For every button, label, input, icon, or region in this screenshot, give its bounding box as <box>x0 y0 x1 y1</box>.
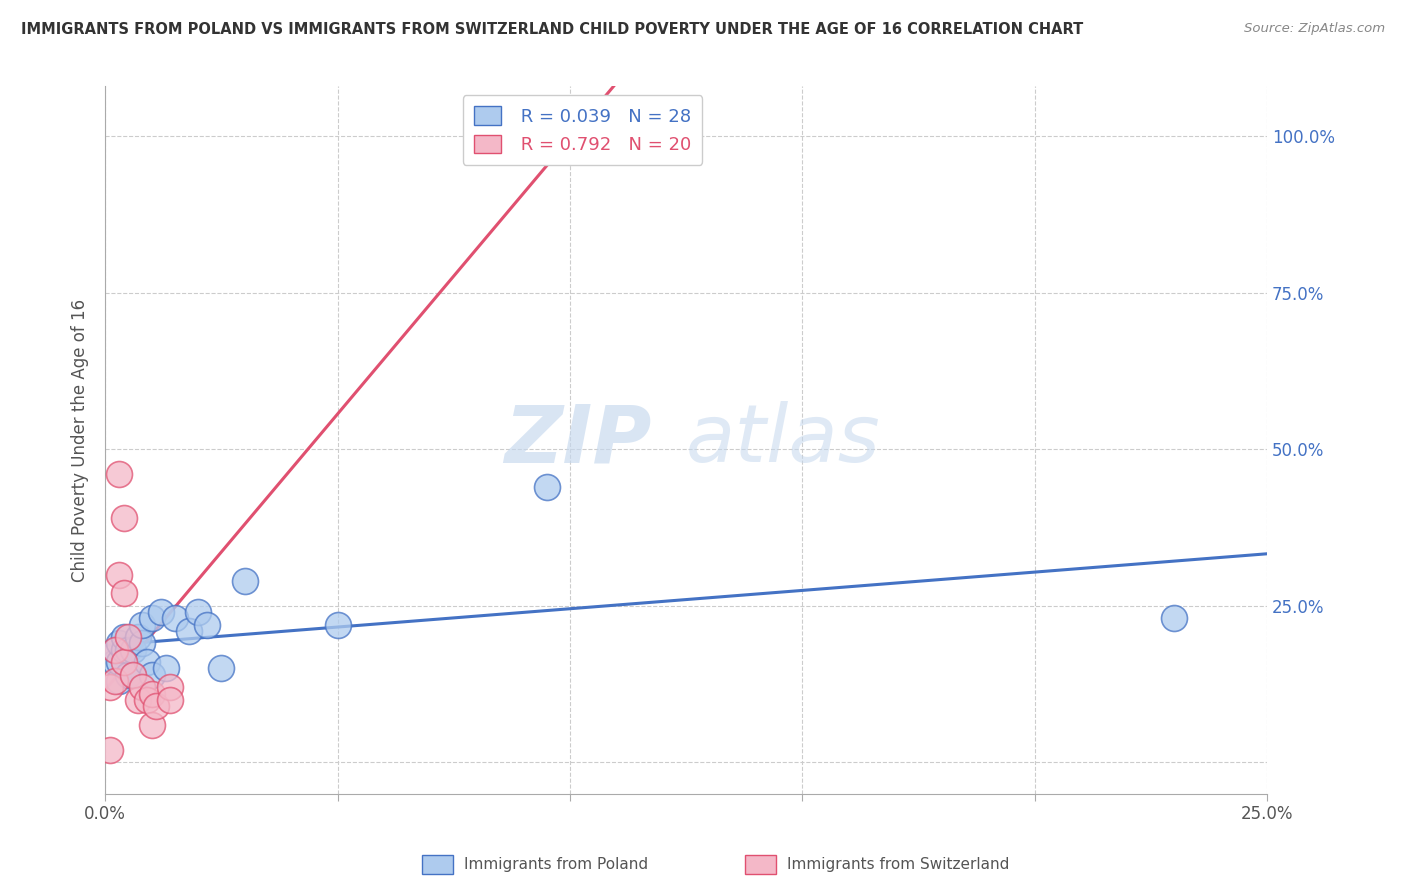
Point <box>149 605 172 619</box>
Point <box>512 142 534 156</box>
Point <box>141 686 163 700</box>
Point <box>103 642 125 657</box>
Point <box>209 661 232 675</box>
Legend:  R = 0.039   N = 28,  R = 0.792   N = 20: R = 0.039 N = 28, R = 0.792 N = 20 <box>463 95 702 165</box>
Point <box>187 605 209 619</box>
Point <box>1163 611 1185 625</box>
Point <box>122 667 145 681</box>
Point <box>141 718 163 732</box>
Point <box>98 743 121 757</box>
Point <box>103 655 125 669</box>
Point <box>159 680 181 694</box>
Point <box>136 693 159 707</box>
Point <box>112 630 135 644</box>
Point <box>127 693 149 707</box>
Point <box>117 667 139 681</box>
Point <box>197 617 219 632</box>
Point <box>131 617 153 632</box>
Point <box>122 667 145 681</box>
Point <box>155 661 177 675</box>
Point <box>141 611 163 625</box>
Point <box>122 642 145 657</box>
Text: IMMIGRANTS FROM POLAND VS IMMIGRANTS FROM SWITZERLAND CHILD POVERTY UNDER THE AG: IMMIGRANTS FROM POLAND VS IMMIGRANTS FRO… <box>21 22 1084 37</box>
Point <box>163 611 186 625</box>
Text: Immigrants from Switzerland: Immigrants from Switzerland <box>787 857 1010 871</box>
Point <box>108 636 131 650</box>
Point <box>233 574 256 588</box>
Text: Source: ZipAtlas.com: Source: ZipAtlas.com <box>1244 22 1385 36</box>
Point <box>536 480 558 494</box>
Point <box>108 567 131 582</box>
Point <box>112 586 135 600</box>
Point <box>112 642 135 657</box>
Point <box>98 680 121 694</box>
Text: Immigrants from Poland: Immigrants from Poland <box>464 857 648 871</box>
Point <box>145 699 167 714</box>
Point <box>108 673 131 688</box>
Y-axis label: Child Poverty Under the Age of 16: Child Poverty Under the Age of 16 <box>72 299 89 582</box>
Point <box>326 617 349 632</box>
Point <box>131 636 153 650</box>
Point <box>117 642 139 657</box>
Point <box>108 467 131 482</box>
Text: atlas: atlas <box>686 401 880 479</box>
Point <box>103 673 125 688</box>
Point <box>131 680 153 694</box>
Point <box>141 667 163 681</box>
Point <box>177 624 200 638</box>
Point <box>112 511 135 525</box>
Point <box>159 693 181 707</box>
Point <box>136 655 159 669</box>
Point <box>108 655 131 669</box>
Point <box>127 630 149 644</box>
Text: ZIP: ZIP <box>503 401 651 479</box>
Point <box>117 630 139 644</box>
Point <box>103 642 125 657</box>
Point <box>112 655 135 669</box>
